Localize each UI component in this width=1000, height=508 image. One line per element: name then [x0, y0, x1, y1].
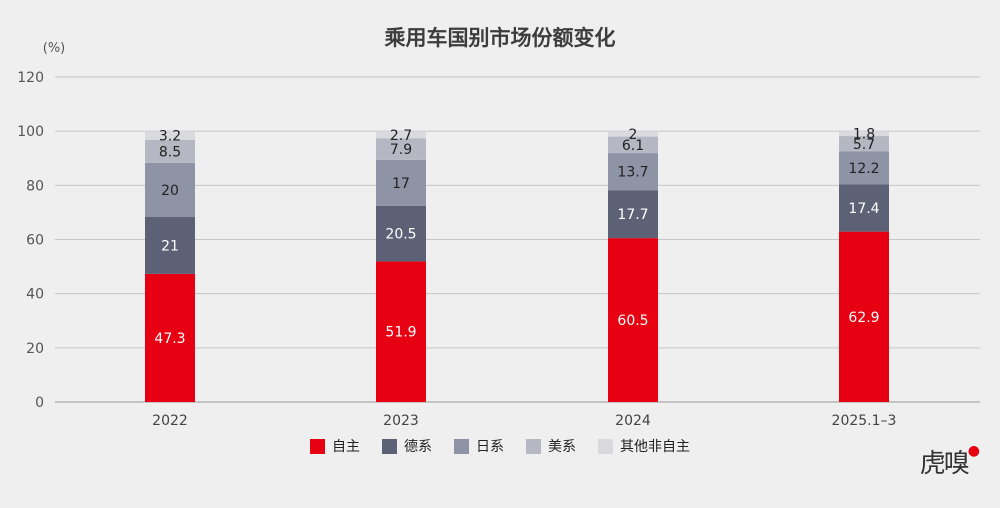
- bar-segment: [608, 131, 658, 137]
- bar-segment: [608, 238, 658, 402]
- data-label: 7.9: [390, 142, 412, 158]
- bar-segment: [145, 217, 195, 274]
- bar-segment: [839, 136, 889, 152]
- data-label: 13.7: [617, 165, 648, 181]
- legend-swatch: [454, 438, 469, 454]
- y-tick-label: 0: [35, 395, 44, 411]
- y-tick-label: 100: [17, 124, 44, 140]
- bar-segment: [376, 261, 426, 402]
- bar-segment: [145, 162, 195, 218]
- bar-segment: [376, 138, 426, 160]
- data-label: 21: [161, 238, 179, 254]
- legend: 自主 德系 日系 美系 其他非自主: [0, 436, 1000, 456]
- data-label: 12.2: [848, 161, 879, 177]
- bar-segment: [608, 136, 658, 154]
- data-label: 51.9: [385, 325, 416, 341]
- y-axis-label: (%): [43, 41, 66, 56]
- data-label: 17.4: [848, 201, 879, 217]
- bar-segment: [376, 205, 426, 262]
- legend-swatch: [598, 438, 613, 454]
- bar-segment: [839, 184, 889, 232]
- legend-swatch: [526, 438, 541, 454]
- bar-segment: [376, 131, 426, 139]
- bar-segment: [608, 190, 658, 239]
- y-tick-label: 20: [26, 341, 44, 357]
- legend-item: 其他非自主: [598, 436, 690, 456]
- data-label: 8.5: [159, 144, 181, 160]
- chart-title: 乘用车国别市场份额变化: [384, 26, 616, 50]
- data-label: 3.2: [159, 129, 181, 145]
- bar-segment: [839, 131, 889, 137]
- y-tick-label: 120: [17, 70, 44, 86]
- bar-segment: [145, 139, 195, 163]
- legend-swatch: [310, 438, 325, 454]
- data-label: 2.7: [390, 128, 412, 144]
- data-label: 2: [629, 127, 638, 143]
- x-tick-label: 2022: [152, 413, 188, 429]
- legend-label: 德系: [404, 439, 432, 455]
- legend-item: 德系: [382, 436, 432, 456]
- legend-item: 美系: [526, 436, 576, 456]
- data-label: 5.7: [853, 137, 875, 153]
- data-label: 62.9: [848, 310, 879, 326]
- data-label: 47.3: [154, 331, 185, 347]
- bar-segment: [145, 131, 195, 140]
- legend-label: 自主: [332, 439, 360, 455]
- data-label: 1.8: [853, 127, 875, 143]
- x-tick-label: 2023: [383, 413, 419, 429]
- data-label: 20.5: [385, 227, 416, 243]
- bar-segment: [145, 273, 195, 402]
- bar-segment: [608, 153, 658, 191]
- legend-label: 其他非自主: [620, 439, 690, 455]
- legend-label: 美系: [548, 439, 576, 455]
- legend-item: 日系: [454, 436, 504, 456]
- legend-swatch: [382, 438, 397, 454]
- data-label: 60.5: [617, 313, 648, 329]
- y-tick-label: 80: [26, 178, 44, 194]
- data-label: 17: [392, 176, 410, 192]
- y-tick-label: 40: [26, 287, 44, 303]
- bar-segment: [839, 151, 889, 185]
- bar-segment: [376, 159, 426, 206]
- x-tick-label: 2025.1–3: [832, 413, 897, 429]
- y-tick-label: 60: [26, 233, 44, 249]
- legend-label: 日系: [476, 439, 504, 455]
- data-label: 17.7: [617, 207, 648, 223]
- data-label: 20: [161, 183, 179, 199]
- huxiu-logo: 虎嗅●: [919, 443, 980, 479]
- legend-item: 自主: [310, 436, 360, 456]
- data-label: 6.1: [622, 138, 644, 154]
- x-tick-label: 2024: [615, 413, 651, 429]
- bar-segment: [839, 231, 889, 402]
